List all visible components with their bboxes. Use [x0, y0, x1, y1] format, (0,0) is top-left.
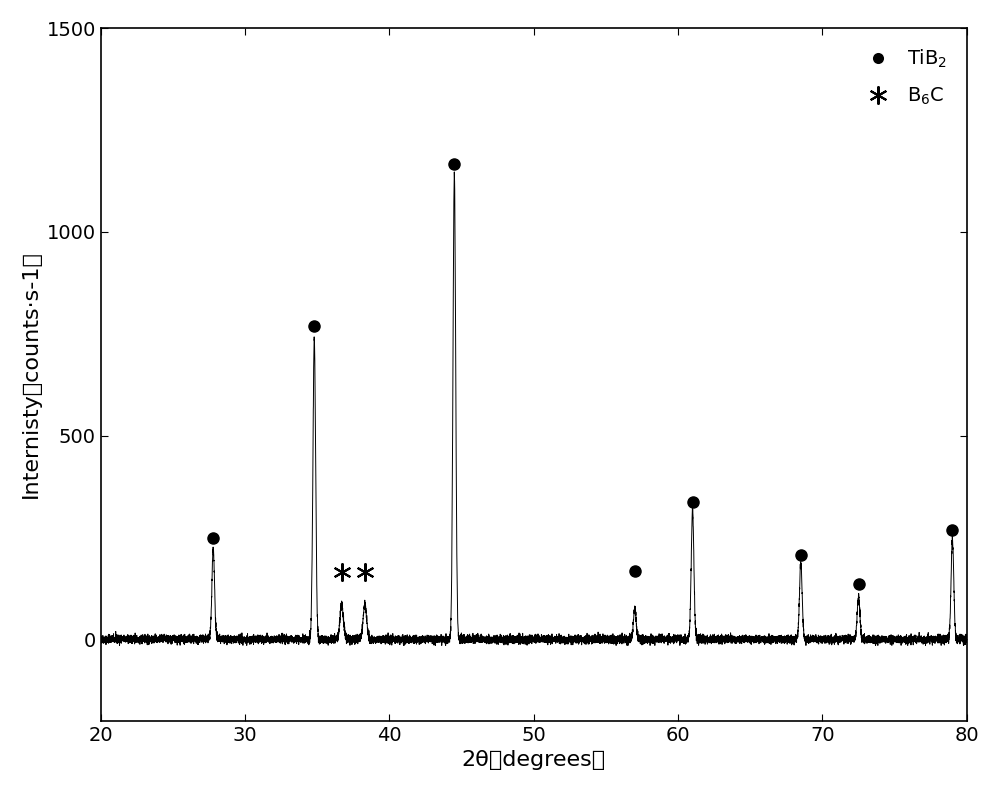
- X-axis label: 2θ（degrees）: 2θ（degrees）: [462, 750, 606, 770]
- Legend: TiB$_2$, B$_6$C: TiB$_2$, B$_6$C: [849, 38, 957, 116]
- Y-axis label: Internisty（counts·s-1）: Internisty（counts·s-1）: [21, 251, 41, 498]
